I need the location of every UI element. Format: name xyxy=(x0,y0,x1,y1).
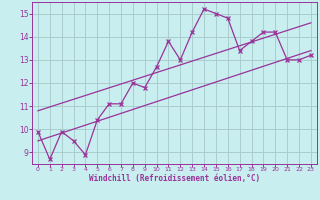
X-axis label: Windchill (Refroidissement éolien,°C): Windchill (Refroidissement éolien,°C) xyxy=(89,174,260,183)
